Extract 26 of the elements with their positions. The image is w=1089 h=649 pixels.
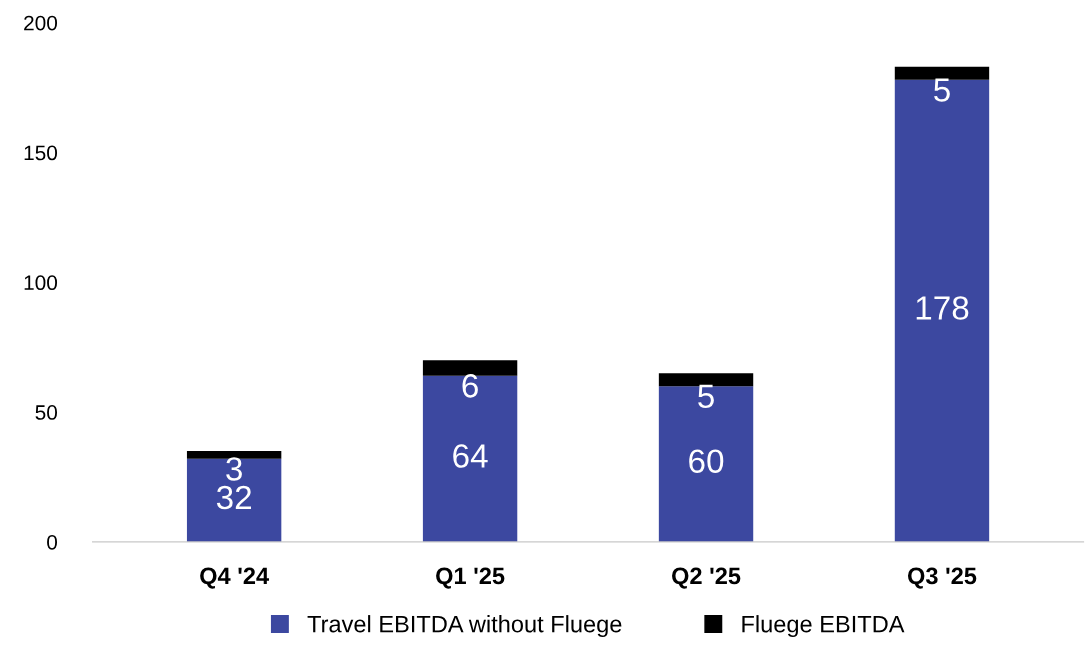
y-tick-label: 50 [35,405,58,420]
bar [422,375,518,542]
x-tick-label: Q2 '25 [672,567,741,589]
y-tick-label: 150 [24,145,58,161]
bar [186,458,282,542]
data-label: 60 [689,449,724,473]
bar [894,66,990,80]
x-tick-label: Q1 '25 [436,567,505,589]
y-tick-label: 100 [24,275,58,291]
x-tick-label: Q4 '24 [200,567,269,589]
data-label: 5 [698,384,714,409]
bar [186,451,282,459]
data-label: 6 [462,374,478,398]
data-label: 3 [226,457,242,481]
data-label: 5 [934,78,950,102]
bar [894,79,990,542]
data-label: 178 [916,296,969,320]
y-tick-label: 200 [24,15,58,31]
bar [422,360,518,376]
x-tick-label: Q3 '25 [907,567,977,589]
data-label: 32 [216,485,251,510]
y-tick-label: 0 [47,534,58,550]
data-label: 64 [453,444,488,468]
bar [658,386,754,542]
legend-label: Fluege EBITDA [742,615,905,638]
legend-label: Travel EBITDA without Fluege [307,615,622,638]
